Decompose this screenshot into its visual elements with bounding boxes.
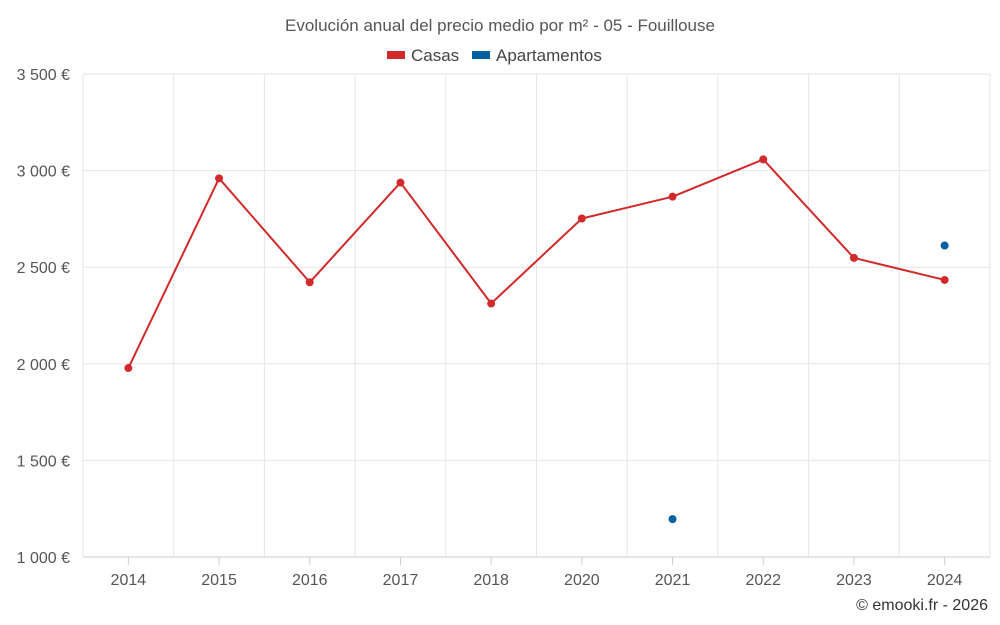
- series-line-casas: [127, 158, 945, 369]
- data-point-casas[interactable]: [215, 174, 224, 183]
- x-tick-label: 2023: [836, 572, 872, 589]
- x-tick-label: 2015: [201, 572, 237, 589]
- data-point-casas[interactable]: [759, 155, 768, 164]
- data-point-apartamentos[interactable]: [668, 515, 677, 524]
- legend-label-casas[interactable]: Casas: [411, 46, 459, 65]
- data-point-casas[interactable]: [577, 214, 586, 223]
- legend-label-apartamentos[interactable]: Apartamentos: [496, 46, 602, 65]
- data-point-casas[interactable]: [668, 192, 677, 201]
- grid-lines: [82, 73, 991, 557]
- x-tick-label: 2022: [745, 572, 781, 589]
- legend: Casas Apartamentos: [387, 46, 602, 65]
- x-tick-label: 2016: [292, 572, 328, 589]
- x-tick-label: 2024: [927, 572, 963, 589]
- data-point-casas[interactable]: [305, 278, 314, 287]
- chart-title: Evolución anual del precio medio por m² …: [285, 16, 715, 35]
- y-tick-label: 1 500 €: [17, 453, 70, 470]
- data-point-casas[interactable]: [940, 275, 949, 284]
- x-tick-label: 2021: [655, 572, 691, 589]
- data-point-casas[interactable]: [396, 178, 405, 187]
- axes: 1 000 € 1 500 € 2 000 € 2 500 € 3 000 € 3 500…: [17, 67, 990, 589]
- y-tick-label: 2 000 €: [17, 357, 70, 374]
- legend-swatch-apartamentos: [472, 51, 490, 59]
- data-point-casas[interactable]: [487, 299, 496, 308]
- y-tick-label: 3 000 €: [17, 164, 70, 181]
- y-tick-label: 1 000 €: [17, 550, 70, 567]
- x-tick-label: 2014: [111, 572, 147, 589]
- x-tick-label: 2018: [473, 572, 509, 589]
- credit-text: © emooki.fr - 2026: [856, 597, 988, 614]
- x-tick-label: 2020: [564, 572, 600, 589]
- y-tick-label: 3 500 €: [17, 67, 70, 84]
- series: [124, 155, 949, 524]
- y-tick-label: 2 500 €: [17, 260, 70, 277]
- data-point-casas[interactable]: [849, 253, 858, 262]
- legend-swatch-casas: [387, 51, 405, 59]
- data-point-apartamentos[interactable]: [940, 241, 949, 250]
- x-tick-label: 2017: [383, 572, 419, 589]
- data-point-casas[interactable]: [124, 364, 133, 373]
